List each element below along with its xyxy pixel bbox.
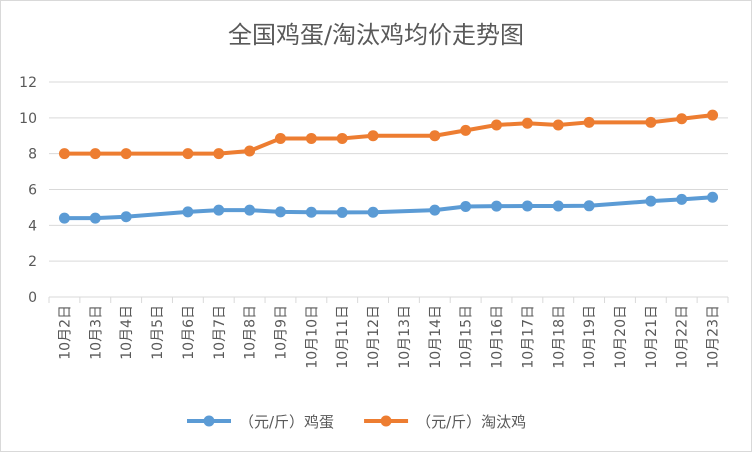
x-tick-label: 10月10日 <box>304 305 320 369</box>
data-point <box>182 148 194 160</box>
y-tick-label: 8 <box>28 147 37 163</box>
data-point <box>274 206 286 218</box>
data-point <box>274 132 286 144</box>
data-point <box>305 206 317 218</box>
legend-label: （元/斤）鸡蛋 <box>239 413 334 431</box>
data-point <box>367 130 379 142</box>
x-tick-label: 10月6日 <box>181 305 197 360</box>
data-point <box>58 212 70 224</box>
data-point <box>429 130 441 142</box>
data-point <box>89 212 101 224</box>
legend-marker <box>380 415 392 427</box>
data-point <box>213 148 225 160</box>
data-point <box>645 195 657 207</box>
x-tick-label: 10月11日 <box>335 305 351 369</box>
data-point <box>583 200 595 212</box>
legend-label: （元/斤）淘汰鸡 <box>416 413 526 431</box>
data-point <box>244 145 256 157</box>
x-tick-label: 10月22日 <box>675 305 691 369</box>
data-point <box>120 148 132 160</box>
data-point <box>491 200 503 212</box>
y-tick-label: 2 <box>28 254 37 270</box>
x-tick-label: 10月2日 <box>57 305 73 360</box>
y-tick-label: 10 <box>19 111 37 127</box>
data-point <box>521 200 533 212</box>
data-point <box>676 193 688 205</box>
chart-title: 全国鸡蛋/淘汰鸡均价走势图 <box>227 21 525 49</box>
data-point <box>58 148 70 160</box>
x-tick-label: 10月23日 <box>706 305 722 369</box>
y-tick-label: 4 <box>28 218 37 234</box>
data-point <box>460 124 472 136</box>
data-point <box>367 206 379 218</box>
data-point <box>305 132 317 144</box>
data-point <box>213 204 225 216</box>
series-line-1 <box>62 113 715 156</box>
data-point <box>336 132 348 144</box>
x-tick-label: 10月13日 <box>397 305 413 369</box>
x-tick-label: 10月7日 <box>212 305 228 360</box>
data-point <box>707 109 719 121</box>
data-point <box>429 204 441 216</box>
data-point <box>552 119 564 131</box>
data-point <box>460 201 472 213</box>
data-point <box>521 117 533 129</box>
x-tick-label: 10月14日 <box>428 305 444 369</box>
x-tick-label: 10月8日 <box>243 305 259 360</box>
x-tick-label: 10月18日 <box>551 305 567 369</box>
data-point <box>491 119 503 131</box>
x-tick-label: 10月9日 <box>273 305 289 360</box>
x-tick-label: 10月21日 <box>644 305 660 369</box>
legend-marker <box>203 415 215 427</box>
data-point <box>244 204 256 216</box>
data-point <box>89 148 101 160</box>
x-tick-label: 10月3日 <box>88 305 104 360</box>
x-tick-label: 10月17日 <box>520 305 536 369</box>
y-tick-label: 12 <box>19 75 37 91</box>
x-tick-label: 10月16日 <box>490 305 506 369</box>
x-tick-label: 10月19日 <box>582 305 598 369</box>
x-tick-label: 10月15日 <box>459 305 475 369</box>
data-point <box>182 206 194 218</box>
data-point <box>645 116 657 128</box>
x-tick-label: 10月4日 <box>119 305 135 360</box>
y-tick-label: 6 <box>28 183 37 199</box>
data-point <box>120 211 132 223</box>
x-tick-label: 10月12日 <box>366 305 382 369</box>
data-point <box>583 116 595 128</box>
data-point <box>336 206 348 218</box>
data-point <box>707 191 719 203</box>
series-line-0 <box>62 195 715 221</box>
data-point <box>676 113 688 125</box>
x-tick-label: 10月20日 <box>613 305 629 369</box>
x-tick-label: 10月5日 <box>150 305 166 360</box>
data-point <box>552 200 564 212</box>
y-tick-label: 0 <box>28 290 37 306</box>
